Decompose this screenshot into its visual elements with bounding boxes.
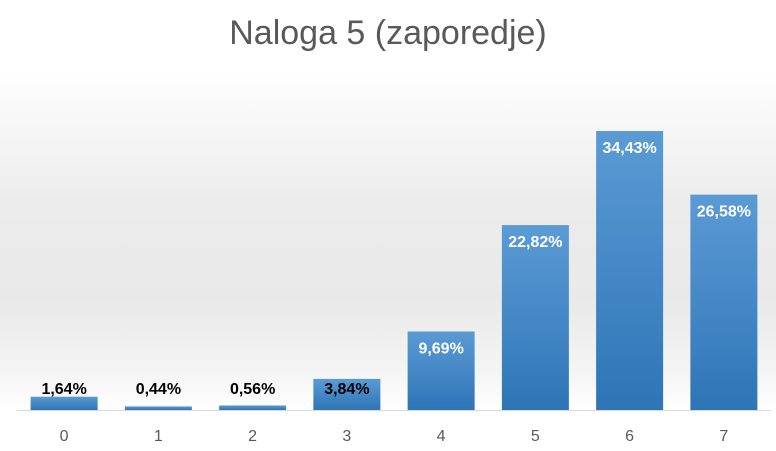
data-label-5: 22,82% <box>508 234 562 251</box>
data-label-0: 1,64% <box>41 381 86 398</box>
x-tick-label-5: 5 <box>531 428 540 445</box>
data-label-1: 0,44% <box>136 381 181 398</box>
bar-7 <box>690 194 758 410</box>
bar-4 <box>407 331 475 410</box>
chart-title: Naloga 5 (zaporedje) <box>229 14 547 52</box>
bar-1 <box>124 406 192 410</box>
data-label-7: 26,58% <box>697 204 751 221</box>
bar-0 <box>30 396 98 410</box>
x-tick-label-2: 2 <box>248 428 257 445</box>
x-tick-label-1: 1 <box>154 428 163 445</box>
x-tick-label-7: 7 <box>719 428 728 445</box>
bar-6 <box>596 131 664 410</box>
data-label-6: 34,43% <box>602 140 656 157</box>
x-tick-label-6: 6 <box>625 428 634 445</box>
bar-5 <box>501 225 569 410</box>
x-tick-label-4: 4 <box>437 428 446 445</box>
x-tick-label-3: 3 <box>342 428 351 445</box>
bar-3 <box>313 378 381 410</box>
data-label-2: 0,56% <box>230 381 275 398</box>
bar-2 <box>219 405 287 410</box>
x-tick-label-0: 0 <box>60 428 69 445</box>
data-label-3: 3,84% <box>324 381 369 398</box>
data-label-4: 9,69% <box>418 340 463 357</box>
